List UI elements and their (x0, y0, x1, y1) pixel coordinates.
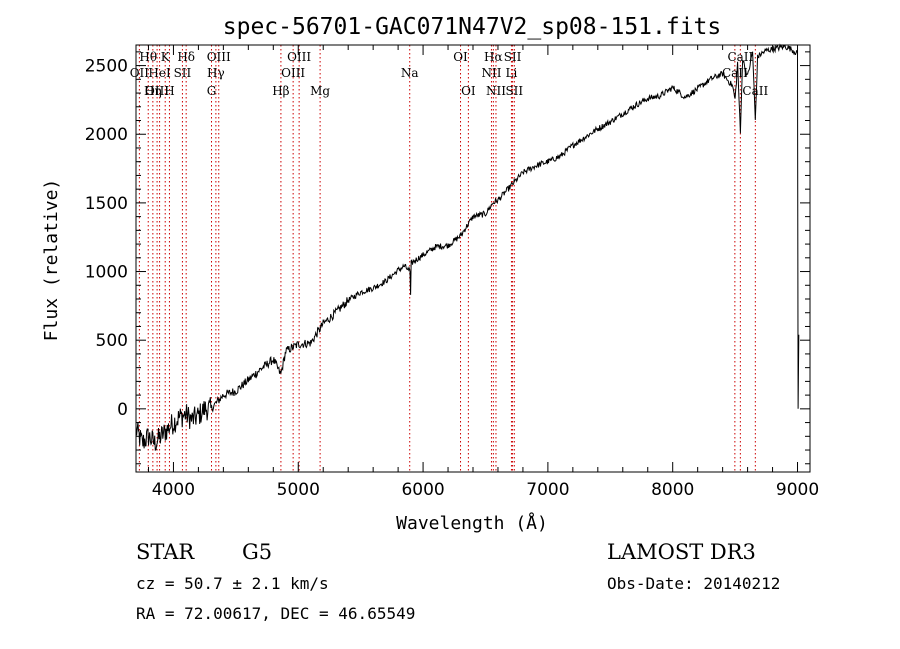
spectral-line-label: CaII (742, 84, 768, 98)
x-tick-label: 6000 (401, 480, 444, 500)
x-tick-label: 4000 (152, 480, 195, 500)
object-class: STAR (136, 540, 195, 564)
spectral-line-label: Mg (310, 84, 330, 98)
spectral-line-label: Hη (144, 84, 162, 98)
x-tick-label: 8000 (651, 480, 694, 500)
x-tick-label: 9000 (776, 480, 819, 500)
spectral-line-label: G (207, 84, 217, 98)
y-tick-label: 1000 (85, 263, 128, 283)
y-tick-label: 2500 (85, 57, 128, 77)
spectral-line-label: NII (481, 66, 501, 80)
spectral-line-label: OI (461, 84, 476, 98)
spectral-line-label: OI (453, 50, 468, 64)
y-tick-label: 500 (96, 331, 128, 351)
spectrum-trace-layer (135, 43, 800, 451)
object-subclass: G5 (242, 540, 272, 564)
spectral-line-label: OIII (281, 66, 305, 80)
spectral-line-label: OII (130, 66, 150, 80)
x-tick-label: 5000 (277, 480, 320, 500)
redshift-velocity: cz = 50.7 ± 2.1 km/s (136, 574, 329, 593)
plot-frame (135, 44, 811, 473)
spectral-line-label: Hθ (139, 50, 157, 64)
spectral-line-label: SII (504, 50, 522, 64)
x-axis: 4000 5000 6000 7000 8000 9000 (147, 45, 819, 500)
spectral-line-label: Hγ (207, 66, 225, 80)
y-axis: 0 500 1000 1500 2000 2500 (85, 51, 810, 465)
spectral-line-label: CaII (722, 66, 748, 80)
spectral-line-label: Hα (484, 50, 503, 64)
survey-name: LAMOST DR3 (607, 540, 756, 564)
spectral-line-label: NII (486, 84, 506, 98)
spectral-line-label: K (161, 50, 171, 64)
x-tick-label: 7000 (526, 480, 569, 500)
y-axis-title: Flux (relative) (41, 179, 62, 342)
spectral-line-label: Na (401, 66, 419, 80)
spectral-line-label: HeI (148, 66, 171, 80)
spectral-line-label: OIII (287, 50, 311, 64)
spectral-line-label: SII (505, 84, 523, 98)
spectral-lines-layer (138, 45, 756, 472)
spectral-line-label: OIII (207, 50, 231, 64)
x-axis-title: Wavelength (Å) (396, 512, 548, 534)
coordinates: RA = 72.00617, DEC = 46.65549 (136, 604, 415, 623)
spectral-line-label: OIII (145, 84, 169, 98)
spectral-line-label: Li (506, 66, 518, 80)
chart-title: spec-56701-GAC071N47V2_sp08-151.fits (223, 14, 722, 40)
spectrum-trace (135, 43, 800, 451)
spectral-line-label: CaII (727, 50, 753, 64)
spectral-line-label: Hδ (177, 50, 195, 64)
spectral-line-label: H (164, 84, 174, 98)
y-tick-label: 1500 (85, 194, 128, 214)
spectral-line-label: Hβ (272, 84, 289, 98)
spectral-line-label: SII (174, 66, 192, 80)
y-tick-label: 0 (117, 400, 128, 420)
y-tick-label: 2000 (85, 125, 128, 145)
observation-date: Obs-Date: 20140212 (607, 574, 780, 593)
